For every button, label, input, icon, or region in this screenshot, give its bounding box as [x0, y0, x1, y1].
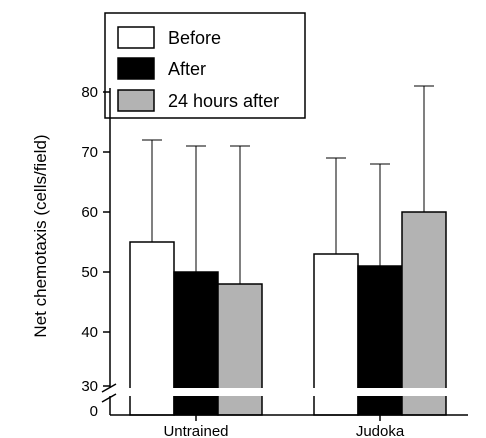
- y-tick-label-0: 0: [90, 403, 98, 420]
- legend-swatch-after: [117, 57, 155, 80]
- axis-break-gap: [102, 388, 468, 396]
- x-tick-label-untrained: Untrained: [163, 423, 228, 438]
- y-tick-label-60: 60: [81, 204, 98, 221]
- bar-untrained-before: [129, 241, 175, 416]
- axis-break-mark-upper: [101, 383, 117, 393]
- y-tick-label-30: 30: [81, 378, 98, 395]
- y-tick-label-80: 80: [81, 84, 98, 101]
- plot-area: 30 40 50 60 70 80 0 Untrained Judoka: [81, 84, 468, 438]
- bar-judoka-24-hours-after: [401, 211, 447, 416]
- legend: Before After 24 hours after: [104, 12, 306, 119]
- x-tick-label-judoka: Judoka: [356, 423, 405, 438]
- legend-swatch-24-hours-after: [117, 89, 155, 112]
- y-tick-label-70: 70: [81, 144, 98, 161]
- legend-swatch-before: [117, 26, 155, 49]
- legend-label-before: Before: [168, 28, 221, 48]
- y-axis-title: Net chemotaxis (cells/field): [31, 134, 50, 337]
- legend-label-after: After: [168, 59, 206, 79]
- axis-break-mark-lower: [101, 393, 117, 403]
- legend-label-24-hours-after: 24 hours after: [168, 91, 279, 111]
- y-tick-label-40: 40: [81, 324, 98, 341]
- y-tick-label-50: 50: [81, 264, 98, 281]
